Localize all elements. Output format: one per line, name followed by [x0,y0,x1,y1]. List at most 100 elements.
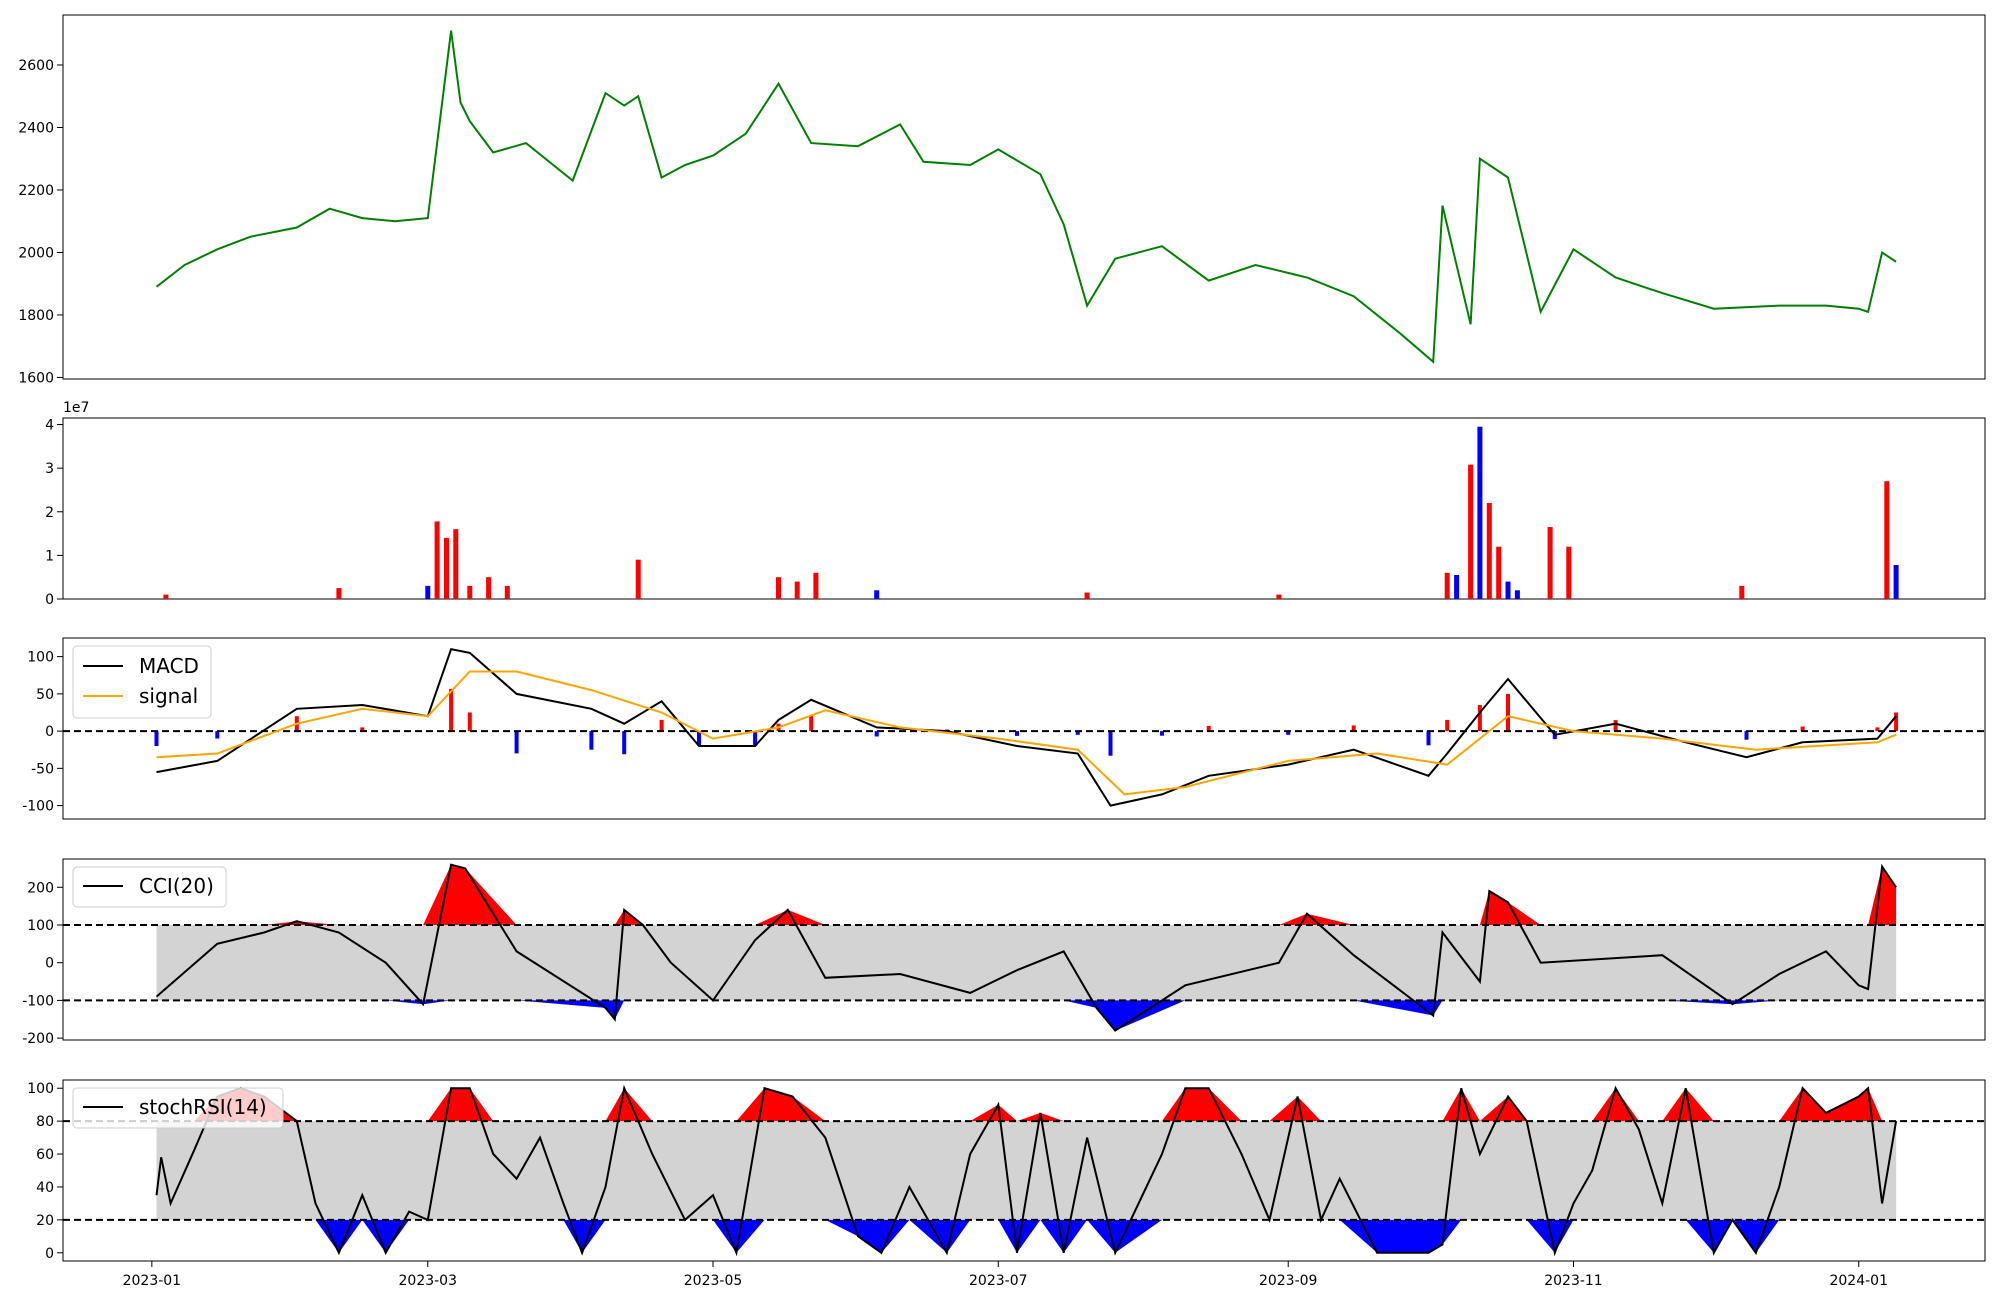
volume-bar [776,577,781,599]
stochrsi-y-tick-label: 40 [36,1180,54,1196]
x-tick-label: 2023-03 [399,1273,458,1289]
cci-legend-label: CCI(20) [139,874,214,898]
volume-bar [1496,546,1502,599]
macd-legend-label: MACD [139,654,199,678]
macd-hist-bar [809,715,814,732]
macd-hist-bar [467,712,472,732]
macd-panel: -100 -50 0 50 100 MACD signal [22,637,1986,820]
macd-y-tick-label: 50 [36,687,54,703]
volume-bars [163,426,1899,599]
cci-y-tick-label: -200 [22,1031,54,1047]
macd-y-tick-label: -100 [22,799,54,815]
volume-bar [486,577,492,599]
volume-bar [504,585,510,599]
volume-y-tick-label: 2 [45,505,54,521]
macd-hist-bar [1445,719,1450,732]
macd-hist-bar [697,731,701,746]
x-tick-label: 2023-01 [123,1273,182,1289]
cci-threshold-lines [63,923,1985,1002]
cci-fill-areas [156,864,1897,1031]
volume-bar [467,585,473,599]
stochrsi-y-tick-label: 20 [36,1213,54,1229]
signal-legend-label: signal [139,684,198,708]
volume-bar [336,588,342,599]
macd-legend: MACD signal [72,645,212,719]
volume-bar [1084,592,1090,599]
macd-hist-bar [1506,693,1510,732]
volume-panel: 1e7 0 1 2 3 4 [45,400,1986,608]
price-y-tick-label: 1600 [18,370,54,386]
cci-y-axis: -200 -100 0 100 200 [22,880,63,1047]
shared-x-axis: 2023-01 2023-03 2023-05 2023-07 2023-09 2023-… [123,1261,1888,1289]
volume-bar [1884,481,1890,599]
volume-y-tick-label: 0 [45,592,54,608]
stochrsi-legend-box [72,1087,284,1129]
volume-bar [813,572,819,599]
price-y-tick-label: 2200 [18,183,54,199]
macd-hist-bar [1108,731,1113,756]
volume-bar [794,581,800,599]
volume-bar [1514,590,1520,599]
volume-bar [453,529,459,599]
volume-bar [163,594,169,599]
volume-bar [874,590,880,599]
volume-bar [1486,503,1492,599]
stochrsi-y-tick-label: 0 [45,1246,54,1262]
x-tick-label: 2024-01 [1829,1273,1888,1289]
price-series-line [155,30,1897,364]
stochrsi-legend-label: stochRSI(14) [139,1095,267,1119]
volume-y-axis: 0 1 2 3 4 [45,418,63,608]
cci-y-tick-label: 0 [45,956,54,972]
stochrsi-y-tick-label: 100 [27,1081,54,1097]
volume-scale-label: 1e7 [63,400,89,416]
macd-hist-bar [1015,731,1019,736]
cci-legend-box [72,866,227,908]
cci-band [156,924,1897,1001]
volume-bar [1505,581,1511,599]
stochrsi-band [156,1121,1897,1220]
cci-legend: CCI(20) [72,866,227,908]
volume-bar [425,585,431,599]
macd-y-tick-label: 100 [27,650,54,666]
price-y-tick-label: 2400 [18,120,54,136]
cci-y-tick-label: -100 [22,993,54,1009]
cci-panel: -200 -100 0 100 200 CCI(20) [22,858,1986,1047]
volume-bar [1468,464,1474,599]
macd-hist-bar [1426,731,1431,746]
cci-y-tick-label: 100 [27,918,54,934]
volume-bar [1454,575,1460,599]
macd-hist-bar [1613,720,1618,732]
macd-hist-bar [1477,705,1482,732]
stochrsi-threshold-lines [63,1120,1985,1221]
macd-legend-box [72,645,212,719]
macd-plot-frame [62,637,1986,820]
volume-bar [1276,594,1282,599]
volume-bar [1444,572,1450,599]
stochrsi-panel: 0 20 40 60 80 100 stochRSI(14) 2023-01 2023-03… [27,1079,1986,1289]
price-y-axis: 1600 1800 2000 2200 2400 2600 [18,58,63,386]
macd-hist-bar [1286,731,1291,735]
macd-y-axis: -100 -50 0 50 100 [22,650,63,815]
price-y-tick-label: 1800 [18,308,54,324]
stochrsi-line [155,1084,1898,1257]
macd-hist-bar [1800,726,1805,732]
volume-bar [1739,585,1745,599]
macd-hist-bar [1075,731,1080,735]
signal-line [156,670,1897,796]
macd-hist-bar [753,731,758,746]
price-plot-frame [62,14,1986,380]
volume-y-tick-label: 4 [45,418,54,434]
stochrsi-y-tick-label: 80 [36,1114,54,1130]
macd-hist-bar [1160,731,1164,736]
macd-y-tick-label: -50 [31,761,54,777]
macd-hist-bar [589,731,594,750]
volume-bar [1566,546,1572,599]
volume-bar [635,559,641,599]
macd-hist-bar [215,731,220,739]
volume-plot-frame [62,417,1986,600]
x-tick-label: 2023-05 [684,1273,743,1289]
volume-y-tick-label: 3 [45,461,54,477]
macd-hist-bar [874,731,879,737]
price-y-tick-label: 2600 [18,58,54,74]
